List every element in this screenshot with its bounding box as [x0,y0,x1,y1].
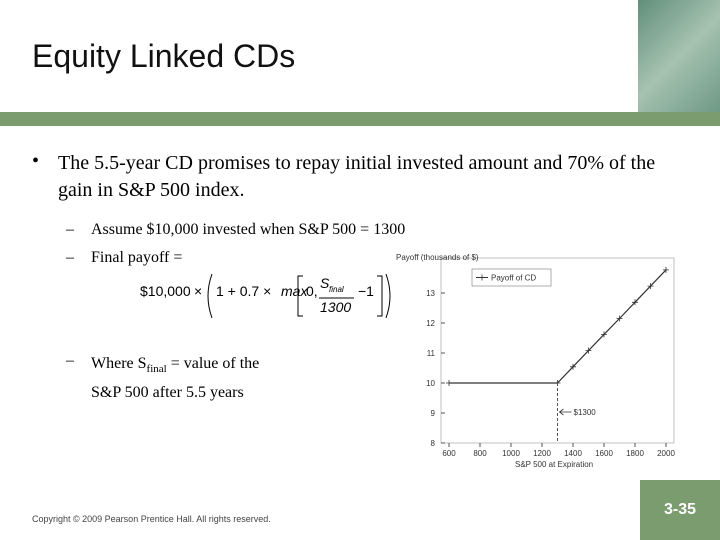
point-marker [570,363,576,370]
formula-minus-one: −1 [358,283,374,299]
plot-frame [440,257,675,444]
sub-marker: – [66,249,74,266]
x-tick-label: 800 [473,449,487,458]
formula-zero: 0, [306,283,318,299]
legend-label: Payoff of CD [491,274,536,283]
page-number: 3-35 [640,480,720,540]
legend-marker [479,274,485,281]
bullet-marker: • [32,150,40,172]
y-tick-label: 13 [426,289,435,298]
formula-inner: 1 + 0.7 × [216,283,271,299]
where-prefix: Where S [91,355,147,372]
y-tick-label: 12 [426,319,435,328]
y-tick-label: 10 [426,379,435,388]
bracket [377,275,383,317]
point-marker [616,315,623,322]
x-tick-label: 1400 [564,449,582,458]
x-tick-label: 1800 [626,449,644,458]
y-tick-label: 11 [427,349,436,358]
x-tick-label: 1000 [502,449,520,458]
point-marker [663,266,669,273]
y-tick-label: 8 [431,439,436,448]
formula-denominator: 1300 [320,299,351,315]
x-tick-label: 600 [442,449,456,458]
payoff-chart: Payoff (thousands of $) S&P 500 at Expira… [396,253,675,469]
formula: $10,000 × 1 + 0.7 × max 0, S final 1300 … [140,273,391,319]
payoff-line [449,269,667,384]
annotation: $1300 [574,408,597,417]
where-sub: final [146,363,167,376]
x-tick-label: 1200 [533,449,551,458]
point-marker [647,283,654,290]
point-marker [446,380,452,386]
where-suffix: = value of the [166,355,260,372]
formula-times: × [194,283,202,299]
y-tick-label: 9 [431,409,436,418]
corner-decoration [638,0,720,112]
sub-marker: – [66,352,74,369]
bracket [297,275,303,317]
x-tick-label: 1600 [595,449,613,458]
point-marker [632,299,638,306]
bullet-text: The 5.5-year CD promises to repay initia… [58,152,656,201]
where-line2: S&P 500 after 5.5 years [91,384,244,402]
where-text: Where Sfinal = value of the S&P 500 after… [91,352,259,405]
x-tick-label: 2000 [657,449,675,458]
paren [207,273,213,319]
slide-title: Equity Linked CDs [32,38,296,74]
copyright: Copyright © 2009 Pearson Prentice Hall. … [32,514,271,524]
formula-max: max [281,283,308,299]
title-band [0,112,720,126]
formula-s-sub: final [329,285,344,294]
formula-amount: $10,000 [140,283,191,299]
annotation-arrow [558,408,572,416]
sub-bullet: Final payoff = [91,249,183,266]
chart-title: Payoff (thousands of $) [396,253,479,262]
point-marker [585,347,592,354]
legend-box [471,268,552,287]
x-axis-label: S&P 500 at Expiration [515,460,593,469]
formula-s: S [320,275,330,291]
point-marker [601,331,607,338]
paren [385,273,391,319]
sub-marker: – [66,221,74,238]
sub-bullet: Assume $10,000 invested when S&P 500 = 1… [91,221,406,238]
